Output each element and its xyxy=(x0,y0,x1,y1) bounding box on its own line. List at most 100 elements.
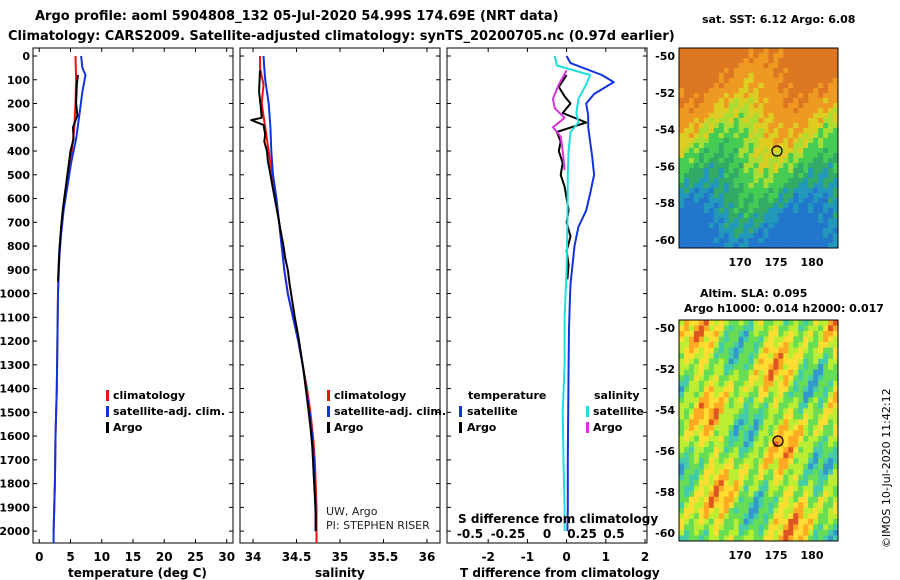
difference-x-ticks: -2 -1 0 1 2 xyxy=(447,48,649,564)
legend-swatch-satellite xyxy=(327,406,330,417)
depth-tick-label: 200 xyxy=(7,98,30,111)
sla-argo-location-marker xyxy=(772,435,784,447)
profile-line-s-argo xyxy=(551,69,568,171)
depth-tick-label: 500 xyxy=(7,169,30,182)
lat-tick-label: -60 xyxy=(655,234,675,247)
profile-line-t-argo xyxy=(555,74,588,280)
depth-tick-label: 2000 xyxy=(0,525,30,538)
depth-tick-label: 0 xyxy=(22,50,30,63)
x-tick-label: 2 xyxy=(641,550,649,564)
legend-header-temperature: temperature xyxy=(468,389,546,402)
sst-map-frame xyxy=(678,47,839,249)
profile-line-s-satellite xyxy=(553,55,592,532)
sla-map-title-line-1: Altim. SLA: 0.095 xyxy=(700,287,807,300)
lon-tick-label: 180 xyxy=(801,256,824,269)
salinity-series xyxy=(250,55,318,543)
s-diff-tick-label: 0.25 xyxy=(567,527,597,541)
title-line-1: Argo profile: aoml 5904808_132 05-Jul-20… xyxy=(35,9,559,24)
s-diff-tick-label: 0 xyxy=(543,527,551,541)
s-difference-axis-label: S difference from climatology xyxy=(458,512,658,526)
x-tick-label: 34 xyxy=(245,550,262,564)
depth-tick-label: 700 xyxy=(7,216,30,229)
sst-lat-labels: -50 -52 -54 -56 -58 -60 xyxy=(655,50,675,247)
legend-header-salinity: salinity xyxy=(594,389,640,402)
depth-tick-label: 1200 xyxy=(0,335,30,348)
x-tick-label: 0 xyxy=(35,550,43,564)
sla-lon-labels: 170 175 180 xyxy=(729,549,824,562)
profile-line-argo xyxy=(250,70,317,532)
x-tick-label: 35.5 xyxy=(369,550,399,564)
t-difference-x-label: T difference from climatology xyxy=(460,566,660,580)
legend-swatch-satellite xyxy=(106,406,109,417)
s-difference-tick-labels: -0.5 -0.25 0 0.25 0.5 xyxy=(457,527,625,541)
sla-map-title-line-2: Argo h1000: 0.014 h2000: 0.017 xyxy=(684,302,884,315)
temperature-legend: climatology satellite-adj. clim. Argo xyxy=(106,389,225,434)
legend-swatch-t-argo xyxy=(459,422,462,433)
x-tick-label: 20 xyxy=(156,550,173,564)
depth-tick-label: 1300 xyxy=(0,359,30,372)
difference-panel xyxy=(446,47,648,544)
depth-tick-label: 100 xyxy=(7,74,30,87)
salinity-panel xyxy=(239,47,441,544)
profile-line-argo xyxy=(57,74,79,282)
depth-tick-label: 1100 xyxy=(0,311,30,324)
sla-lat-labels: -50 -52 -54 -56 -58 -60 xyxy=(655,322,675,540)
temperature-x-ticks: 0 5 10 15 20 25 30 xyxy=(33,48,235,564)
legend-swatch-t-satellite xyxy=(459,406,462,417)
s-diff-tick-label: -0.5 xyxy=(457,527,483,541)
lat-tick-label: -60 xyxy=(655,527,675,540)
lat-tick-label: -52 xyxy=(655,363,675,376)
legend-label-argo: Argo xyxy=(334,421,364,434)
salinity-x-ticks: 34 34.5 35 35.5 36 xyxy=(240,48,440,564)
x-tick-label: -1 xyxy=(521,550,534,564)
x-tick-label: 10 xyxy=(93,550,110,564)
depth-tick-label: 1700 xyxy=(0,454,30,467)
legend-swatch-argo xyxy=(327,422,330,433)
sst-map xyxy=(679,48,839,249)
x-tick-label: 34.5 xyxy=(282,550,312,564)
legend-swatch-climatology xyxy=(327,390,330,401)
legend-swatch-argo xyxy=(106,422,109,433)
legend-swatch-s-satellite xyxy=(586,406,589,417)
credit-line-1: UW, Argo xyxy=(326,505,378,518)
lon-tick-label: 175 xyxy=(765,549,788,562)
depth-tick-label: 1600 xyxy=(0,430,30,443)
legend-label-climatology: climatology xyxy=(113,389,185,402)
title-line-2: Climatology: CARS2009. Satellite-adjuste… xyxy=(8,29,675,44)
profile-line-t-satellite xyxy=(565,55,615,532)
x-tick-label: 36 xyxy=(419,550,436,564)
lat-tick-label: -56 xyxy=(655,160,675,173)
s-diff-tick-label: -0.25 xyxy=(491,527,526,541)
temperature-x-label: temperature (deg C) xyxy=(68,566,207,580)
depth-tick-label: 300 xyxy=(7,121,30,134)
depth-tick-label: 1900 xyxy=(0,501,30,514)
depth-tick-label: 1500 xyxy=(0,406,30,419)
difference-legend: temperature salinity satellite Argo sate… xyxy=(459,389,644,434)
legend-label-t-satellite: satellite xyxy=(467,405,518,418)
lat-tick-label: -50 xyxy=(655,50,675,63)
sla-map xyxy=(679,320,839,542)
sst-lon-labels: 170 175 180 xyxy=(729,256,824,269)
legend-swatch-s-argo xyxy=(586,422,589,433)
x-tick-label: 5 xyxy=(66,550,74,564)
lat-tick-label: -50 xyxy=(655,322,675,335)
x-tick-label: 0 xyxy=(562,550,570,564)
depth-tick-label: 900 xyxy=(7,264,30,277)
depth-tick-label: 600 xyxy=(7,193,30,206)
legend-label-t-argo: Argo xyxy=(467,421,497,434)
x-tick-label: 25 xyxy=(187,550,204,564)
lat-tick-label: -54 xyxy=(655,404,675,417)
legend-label-s-argo: Argo xyxy=(593,421,623,434)
lat-tick-label: -58 xyxy=(655,486,675,499)
lat-tick-label: -54 xyxy=(655,124,675,137)
difference-series xyxy=(551,55,615,532)
legend-label-argo: Argo xyxy=(113,421,143,434)
legend-label-climatology: climatology xyxy=(334,389,406,402)
x-tick-label: 35 xyxy=(332,550,349,564)
legend-swatch-climatology xyxy=(106,390,109,401)
x-tick-label: 1 xyxy=(602,550,610,564)
s-diff-tick-label: 0.5 xyxy=(603,527,624,541)
x-tick-label: -2 xyxy=(482,550,495,564)
x-tick-label: 30 xyxy=(218,550,235,564)
